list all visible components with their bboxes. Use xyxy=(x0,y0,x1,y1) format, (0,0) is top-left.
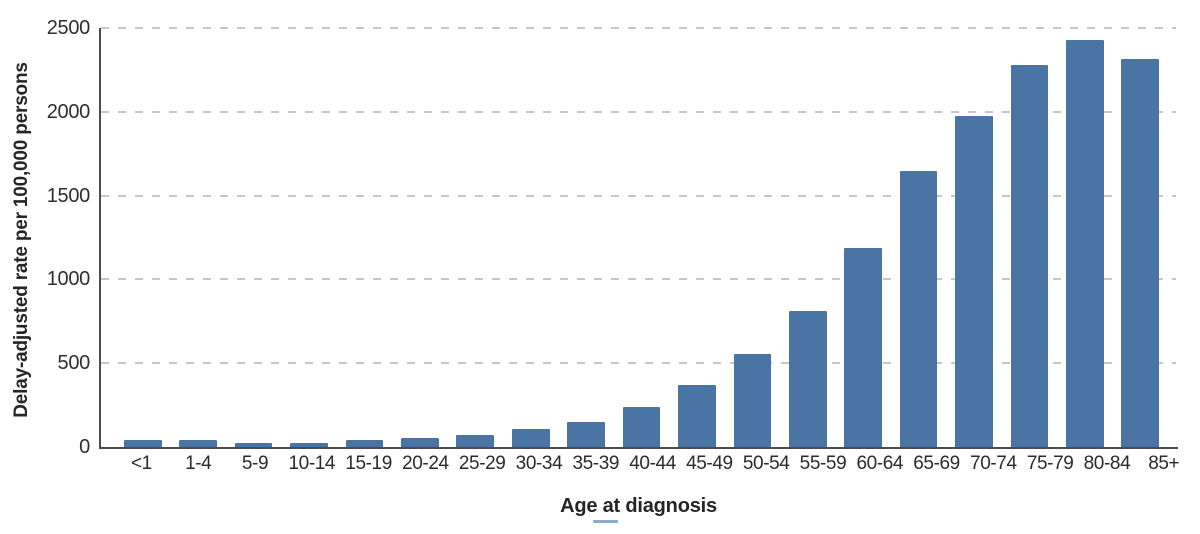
bar-80-84 xyxy=(1066,39,1104,447)
bar-75-79 xyxy=(1010,64,1049,447)
bar-30-34 xyxy=(511,429,550,447)
y-tick-label: 1500 xyxy=(46,184,91,207)
bar-slot xyxy=(281,28,336,447)
bar-slot xyxy=(614,28,669,447)
y-tick-label: 500 xyxy=(57,352,91,375)
x-axis-tick-labels: <1 1-4 5-9 10-14 15-19 20-24 25-29 30-34 35-39 40… xyxy=(99,452,1200,476)
x-tick-label: 1-4 xyxy=(185,453,212,474)
bar-slot xyxy=(392,28,447,447)
bar-slot xyxy=(946,28,1001,447)
bar-85+ xyxy=(1121,58,1160,447)
plot-area xyxy=(99,27,1178,449)
x-tick-label: 50-54 xyxy=(742,453,790,474)
x-tick-label: 40-44 xyxy=(629,453,676,474)
bar-55-59 xyxy=(788,311,827,447)
bar-slot xyxy=(115,28,170,447)
bar-65-69 xyxy=(899,171,938,447)
bar-60-64 xyxy=(844,247,883,447)
bar-40-44 xyxy=(622,406,661,447)
y-tick-label: 2000 xyxy=(46,100,91,123)
x-axis-title-row: Age at diagnosis xyxy=(99,495,1178,523)
bar-slot xyxy=(226,28,281,447)
bar-slot xyxy=(669,28,724,447)
bar-slot xyxy=(891,28,946,447)
x-tick-label: 80-84 xyxy=(1083,453,1131,474)
bars-layer xyxy=(101,28,1178,447)
x-tick-label: 70-74 xyxy=(970,453,1017,474)
bar-slot xyxy=(780,28,835,447)
bar-slot xyxy=(503,28,558,447)
bar-35-39 xyxy=(567,421,605,447)
bar-slot xyxy=(1002,28,1057,447)
bar-slot xyxy=(558,28,613,447)
underline-accent xyxy=(593,520,619,523)
bar-1-4 xyxy=(179,439,217,447)
x-tick-label: 5-9 xyxy=(241,453,269,474)
bar-slot xyxy=(835,28,890,447)
x-tick-label: 55-59 xyxy=(799,453,847,474)
x-tick-label: 35-39 xyxy=(572,453,620,474)
x-tick-label: <1 xyxy=(130,453,152,474)
y-tick-label: 1000 xyxy=(46,268,91,291)
bar-70-74 xyxy=(955,116,993,447)
x-tick-label: 60-64 xyxy=(856,453,904,474)
x-tick-label: 65-69 xyxy=(913,453,960,474)
x-tick-label: 45-49 xyxy=(686,453,733,474)
x-tick-label: 75-79 xyxy=(1026,453,1074,474)
y-tick-label: 2500 xyxy=(46,17,91,39)
x-axis-title: Age at diagnosis xyxy=(560,495,717,523)
bar-45-49 xyxy=(678,385,716,447)
x-tick-label: 30-34 xyxy=(515,453,563,474)
bar-15-19 xyxy=(345,440,384,447)
bar-50-54 xyxy=(733,353,772,447)
bar-slot xyxy=(725,28,780,447)
y-tick-label: 0 xyxy=(79,436,90,458)
bar-slot xyxy=(170,28,225,447)
bar-25-29 xyxy=(456,435,495,447)
x-tick-label: 20-24 xyxy=(402,453,449,474)
bar-slot xyxy=(448,28,503,447)
x-tick-label: 85+ xyxy=(1148,453,1180,474)
bar-slot xyxy=(1057,28,1112,447)
bar-slot xyxy=(337,28,392,447)
bar-<1 xyxy=(123,440,162,447)
bar-slot xyxy=(1113,28,1168,447)
bar-10-14 xyxy=(290,442,328,447)
bar-5-9 xyxy=(234,443,273,447)
x-tick-label: 10-14 xyxy=(288,453,336,474)
x-tick-label: 25-29 xyxy=(458,453,506,474)
x-tick-label: 15-19 xyxy=(345,453,392,474)
bar-20-24 xyxy=(400,438,439,447)
